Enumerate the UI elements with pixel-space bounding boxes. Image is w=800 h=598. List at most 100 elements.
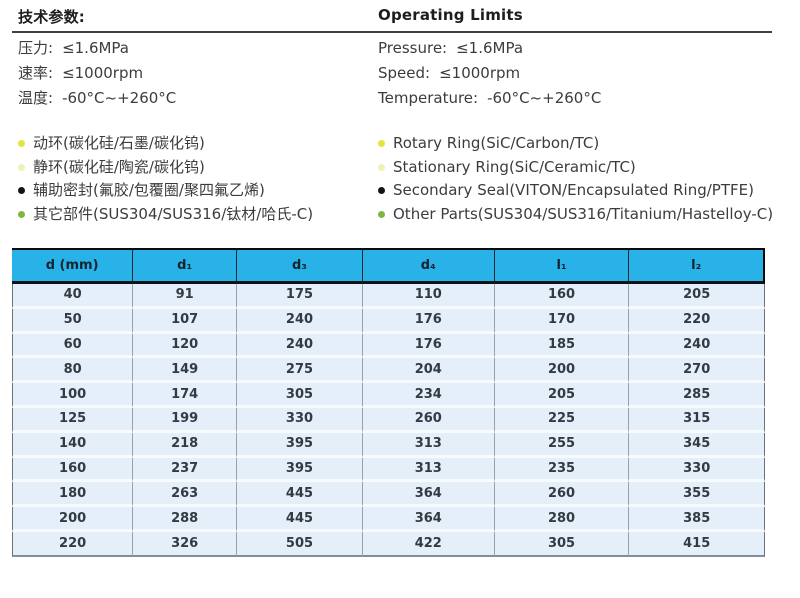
table-row: 80 149 275 204 200 270 [12,358,765,384]
table-cell-l2: 415 [629,531,765,557]
material-item: Secondary Seal(VITON/Encapsulated Ring/P… [378,179,773,203]
table-cell-d: 220 [12,531,134,557]
table-row: 200 288 445 364 280 385 [12,507,765,532]
operating-limits-title: Operating Limits [378,6,523,24]
table-cell-d: 60 [12,333,134,359]
table-row: 40 91 175 110 160 205 [12,284,765,309]
table-cell-d1: 218 [133,432,238,458]
param-label: Pressure: [378,39,448,57]
table-cell-d3: 395 [237,457,363,483]
table-cell-d: 50 [12,308,134,334]
bullet-icon [378,163,385,171]
table-head: d (mm) d₁ d₃ d₄ l₁ l₂ [12,248,765,284]
material-text: Other Parts(SUS304/SUS316/Titanium/Haste… [393,204,774,223]
table-row: 180 263 445 364 260 355 [12,482,765,508]
bullet-icon [18,140,25,147]
table-row: 60 120 240 176 185 240 [12,333,765,359]
table-cell-d1: 199 [133,407,238,433]
material-text: Rotary Ring(SiC/Carbon/TC) [393,134,600,152]
param-label: Temperature: [378,89,479,107]
table-cell-l2: 270 [629,358,765,384]
param-value: ≤1.6MPa [456,39,524,57]
param-row: 温度: -60°C~+260°C [18,86,378,111]
table-cell-d3: 305 [237,383,363,408]
material-text: 其它部件(SUS304/SUS316/钛材/哈氏-C) [33,204,314,223]
table-cell-d: 80 [12,358,134,384]
param-label: 压力: [18,39,54,57]
table-cell-l1: 205 [494,383,630,408]
param-value: -60°C~+260°C [487,89,602,107]
table-row: 100 174 305 234 205 285 [12,383,765,408]
material-item: 动环(碳化硅/石墨/碳化钨) [18,132,378,156]
bullet-icon [18,163,25,171]
param-row: Pressure: ≤1.6MPa [378,36,772,61]
datasheet-page: 技术参数: Operating Limits 压力: ≤1.6MPa 速率: ≤10… [0,6,800,557]
table-cell-d3: 395 [237,432,363,458]
table-header-cell: d (mm) [12,248,134,284]
table-cell-l1: 255 [494,432,630,458]
table-cell-l1: 160 [494,284,630,309]
table-cell-d1: 288 [133,507,238,532]
material-item: Rotary Ring(SiC/Carbon/TC) [378,132,773,156]
table-row: 160 237 395 313 235 330 [12,457,765,483]
table-cell-l1: 305 [494,531,630,557]
table-cell-l1: 170 [494,308,630,334]
table-cell-d3: 330 [237,407,363,433]
table-header-cell: l₁ [494,248,630,284]
table-cell-d4: 234 [362,383,495,408]
table-cell-d3: 275 [237,358,363,384]
table-cell-d4: 313 [362,457,495,483]
table-cell-d: 40 [12,284,134,309]
table-cell-l2: 355 [629,482,765,508]
param-row: Speed: ≤1000rpm [378,61,772,86]
table-cell-d4: 204 [362,358,495,384]
title-divider-line [12,31,772,33]
material-item: 静环(碳化硅/陶瓷/碳化钨) [18,156,378,180]
table-cell-l2: 345 [629,432,765,458]
param-row: Temperature: -60°C~+260°C [378,86,772,111]
table-cell-l2: 385 [629,507,765,532]
table-cell-d1: 263 [133,482,238,508]
table-cell-d4: 176 [362,308,495,334]
table-row: 50 107 240 176 170 220 [12,308,765,334]
param-label: 速率: [18,64,54,82]
bullet-icon [378,140,385,147]
table-cell-d1: 237 [133,457,238,483]
operating-limits-en: Pressure: ≤1.6MPa Speed: ≤1000rpm Temperat… [378,36,772,111]
table-cell-d4: 110 [362,284,495,309]
table-cell-d3: 240 [237,333,363,359]
table-cell-l1: 280 [494,507,630,532]
param-value: ≤1000rpm [439,64,521,82]
table-cell-l2: 285 [629,383,765,408]
table-cell-l2: 240 [629,333,765,359]
material-text: Stationary Ring(SiC/Ceramic/TC) [393,157,636,176]
material-item: Stationary Ring(SiC/Ceramic/TC) [378,156,773,180]
table-cell-d1: 149 [133,358,238,384]
table-cell-d4: 176 [362,333,495,359]
param-value: ≤1000rpm [62,64,144,82]
table-cell-d3: 175 [237,284,363,309]
table-cell-l1: 260 [494,482,630,508]
param-label: 温度: [18,89,54,107]
table-cell-d: 180 [12,482,134,508]
table-cell-d: 125 [12,407,134,433]
table-cell-d3: 445 [237,482,363,508]
table-cell-d4: 422 [362,531,495,557]
tech-params-title-cn: 技术参数: [18,8,85,26]
table-cell-l1: 235 [494,457,630,483]
table-cell-d1: 91 [133,284,238,309]
bullet-icon [378,210,385,218]
table-header-cell: d₁ [133,248,238,284]
table-cell-d4: 364 [362,507,495,532]
table-row: 125 199 330 260 225 315 [12,407,765,433]
material-text: 辅助密封(氟胶/包覆圈/聚四氟乙烯) [33,181,265,199]
table-cell-l2: 220 [629,308,765,334]
param-row: 速率: ≤1000rpm [18,61,378,86]
param-value: -60°C~+260°C [62,89,177,107]
table-cell-d3: 240 [237,308,363,334]
bullet-icon [378,187,385,194]
section-title-row: 技术参数: Operating Limits [0,6,800,27]
table-header-cell: l₂ [629,248,765,284]
table-cell-d: 160 [12,457,134,483]
table-cell-l1: 185 [494,333,630,359]
